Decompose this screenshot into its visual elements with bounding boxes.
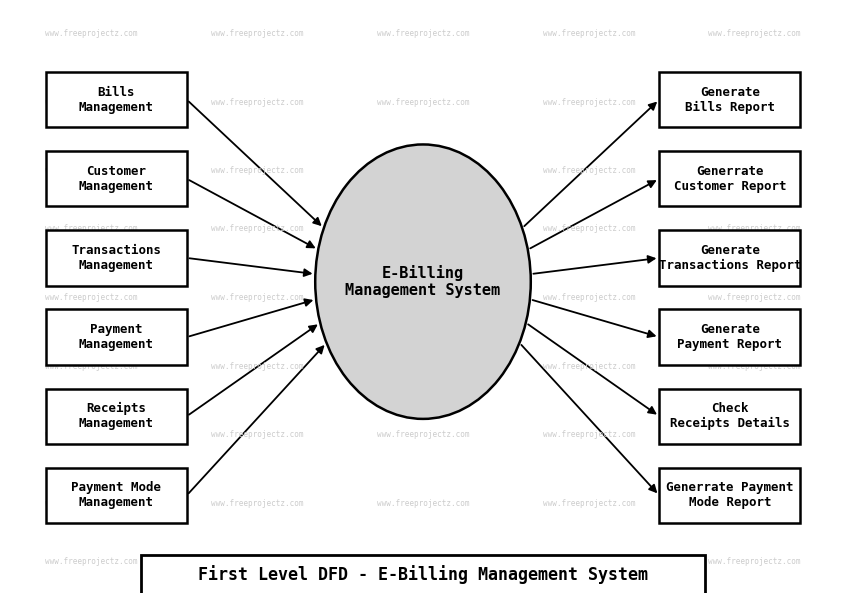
FancyBboxPatch shape	[46, 468, 187, 523]
Text: www.freeprojectz.com: www.freeprojectz.com	[45, 499, 138, 508]
Text: www.freeprojectz.com: www.freeprojectz.com	[211, 98, 304, 107]
Text: Transactions
Management: Transactions Management	[71, 244, 162, 272]
Text: www.freeprojectz.com: www.freeprojectz.com	[542, 431, 635, 439]
Text: www.freeprojectz.com: www.freeprojectz.com	[45, 98, 138, 107]
FancyBboxPatch shape	[659, 151, 800, 206]
Text: www.freeprojectz.com: www.freeprojectz.com	[376, 499, 470, 508]
FancyBboxPatch shape	[46, 388, 187, 444]
Text: www.freeprojectz.com: www.freeprojectz.com	[211, 167, 304, 176]
Text: www.freeprojectz.com: www.freeprojectz.com	[211, 362, 304, 371]
Text: www.freeprojectz.com: www.freeprojectz.com	[542, 167, 635, 176]
Text: www.freeprojectz.com: www.freeprojectz.com	[542, 362, 635, 371]
Text: Generrate Payment
Mode Report: Generrate Payment Mode Report	[666, 482, 794, 509]
Text: www.freeprojectz.com: www.freeprojectz.com	[708, 499, 801, 508]
Text: www.freeprojectz.com: www.freeprojectz.com	[708, 362, 801, 371]
FancyBboxPatch shape	[659, 468, 800, 523]
Text: Receipts
Management: Receipts Management	[79, 402, 154, 431]
FancyBboxPatch shape	[46, 151, 187, 206]
Text: www.freeprojectz.com: www.freeprojectz.com	[211, 293, 304, 302]
Text: www.freeprojectz.com: www.freeprojectz.com	[45, 29, 138, 38]
Text: Generrate
Customer Report: Generrate Customer Report	[673, 165, 786, 193]
FancyBboxPatch shape	[46, 230, 187, 286]
FancyBboxPatch shape	[659, 72, 800, 127]
Text: First Level DFD - E-Billing Management System: First Level DFD - E-Billing Management S…	[198, 565, 648, 584]
Text: www.freeprojectz.com: www.freeprojectz.com	[376, 98, 470, 107]
Text: www.freeprojectz.com: www.freeprojectz.com	[542, 293, 635, 302]
Text: www.freeprojectz.com: www.freeprojectz.com	[211, 431, 304, 439]
Text: Payment
Management: Payment Management	[79, 323, 154, 351]
Text: www.freeprojectz.com: www.freeprojectz.com	[45, 557, 138, 566]
Text: Customer
Management: Customer Management	[79, 165, 154, 193]
Text: www.freeprojectz.com: www.freeprojectz.com	[45, 167, 138, 176]
Text: www.freeprojectz.com: www.freeprojectz.com	[708, 293, 801, 302]
Text: www.freeprojectz.com: www.freeprojectz.com	[211, 499, 304, 508]
Text: Bills
Management: Bills Management	[79, 85, 154, 114]
Text: www.freeprojectz.com: www.freeprojectz.com	[376, 557, 470, 566]
Text: E-Billing
Management System: E-Billing Management System	[345, 265, 501, 298]
Text: www.freeprojectz.com: www.freeprojectz.com	[542, 98, 635, 107]
FancyBboxPatch shape	[141, 555, 705, 593]
Text: www.freeprojectz.com: www.freeprojectz.com	[376, 29, 470, 38]
Text: www.freeprojectz.com: www.freeprojectz.com	[45, 362, 138, 371]
Text: www.freeprojectz.com: www.freeprojectz.com	[211, 557, 304, 566]
Text: www.freeprojectz.com: www.freeprojectz.com	[708, 29, 801, 38]
Text: Generate
Transactions Report: Generate Transactions Report	[658, 244, 801, 272]
Text: www.freeprojectz.com: www.freeprojectz.com	[708, 98, 801, 107]
Text: Check
Receipts Details: Check Receipts Details	[670, 402, 790, 431]
FancyBboxPatch shape	[46, 72, 187, 127]
Text: www.freeprojectz.com: www.freeprojectz.com	[376, 362, 470, 371]
Text: www.freeprojectz.com: www.freeprojectz.com	[542, 499, 635, 508]
FancyBboxPatch shape	[46, 310, 187, 365]
Text: www.freeprojectz.com: www.freeprojectz.com	[542, 224, 635, 234]
Text: Generate
Bills Report: Generate Bills Report	[684, 85, 775, 114]
Text: www.freeprojectz.com: www.freeprojectz.com	[708, 167, 801, 176]
Text: www.freeprojectz.com: www.freeprojectz.com	[376, 224, 470, 234]
Text: www.freeprojectz.com: www.freeprojectz.com	[211, 29, 304, 38]
Text: www.freeprojectz.com: www.freeprojectz.com	[708, 224, 801, 234]
Text: www.freeprojectz.com: www.freeprojectz.com	[708, 431, 801, 439]
Text: www.freeprojectz.com: www.freeprojectz.com	[45, 431, 138, 439]
FancyBboxPatch shape	[659, 230, 800, 286]
Text: Payment Mode
Management: Payment Mode Management	[71, 482, 162, 509]
Text: www.freeprojectz.com: www.freeprojectz.com	[376, 431, 470, 439]
FancyBboxPatch shape	[659, 310, 800, 365]
Text: www.freeprojectz.com: www.freeprojectz.com	[45, 224, 138, 234]
Text: www.freeprojectz.com: www.freeprojectz.com	[45, 293, 138, 302]
Text: www.freeprojectz.com: www.freeprojectz.com	[376, 167, 470, 176]
FancyBboxPatch shape	[659, 388, 800, 444]
Text: www.freeprojectz.com: www.freeprojectz.com	[708, 557, 801, 566]
Text: www.freeprojectz.com: www.freeprojectz.com	[542, 29, 635, 38]
Text: www.freeprojectz.com: www.freeprojectz.com	[211, 224, 304, 234]
Text: www.freeprojectz.com: www.freeprojectz.com	[542, 557, 635, 566]
Text: www.freeprojectz.com: www.freeprojectz.com	[376, 293, 470, 302]
Text: Generate
Payment Report: Generate Payment Report	[678, 323, 783, 351]
Ellipse shape	[316, 145, 530, 419]
